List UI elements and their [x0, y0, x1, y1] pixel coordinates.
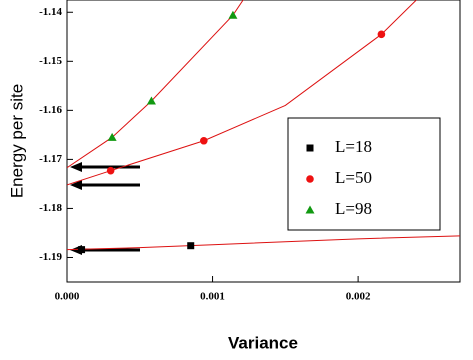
arrows — [70, 162, 140, 255]
marker — [78, 246, 86, 254]
x-tick-label: 0.001 — [200, 291, 225, 303]
marker — [107, 132, 117, 141]
legend-marker — [305, 205, 315, 214]
fit-line — [67, 0, 244, 169]
y-axis-label: Energy per site — [7, 84, 26, 198]
marker — [228, 10, 238, 19]
y-tick-label: -1.15 — [39, 55, 62, 67]
marker — [106, 166, 115, 175]
legend-label: L=98 — [335, 199, 372, 218]
fit-line — [67, 235, 460, 251]
y-tick-label: -1.18 — [39, 202, 62, 214]
legend-label: L=18 — [335, 137, 372, 156]
legend-label: L=50 — [335, 168, 372, 187]
plot-area — [67, 0, 460, 254]
plot-frame — [66, 0, 461, 283]
marker — [187, 242, 195, 250]
y-tick-label: -1.17 — [39, 153, 62, 165]
x-tick-label: 0.002 — [346, 291, 371, 303]
y-tick-label: -1.16 — [39, 104, 62, 116]
marker — [200, 136, 208, 145]
legend-box — [287, 117, 441, 231]
x-axis-label: Variance — [228, 333, 298, 352]
y-tick-label: -1.14 — [39, 6, 62, 18]
fit-line — [67, 0, 417, 186]
marker — [377, 30, 386, 39]
x-tick-label: 0.000 — [55, 291, 80, 303]
legend-marker — [306, 144, 314, 152]
y-tick-label: -1.19 — [39, 251, 62, 263]
legend-marker — [306, 175, 314, 183]
marker — [146, 96, 156, 105]
